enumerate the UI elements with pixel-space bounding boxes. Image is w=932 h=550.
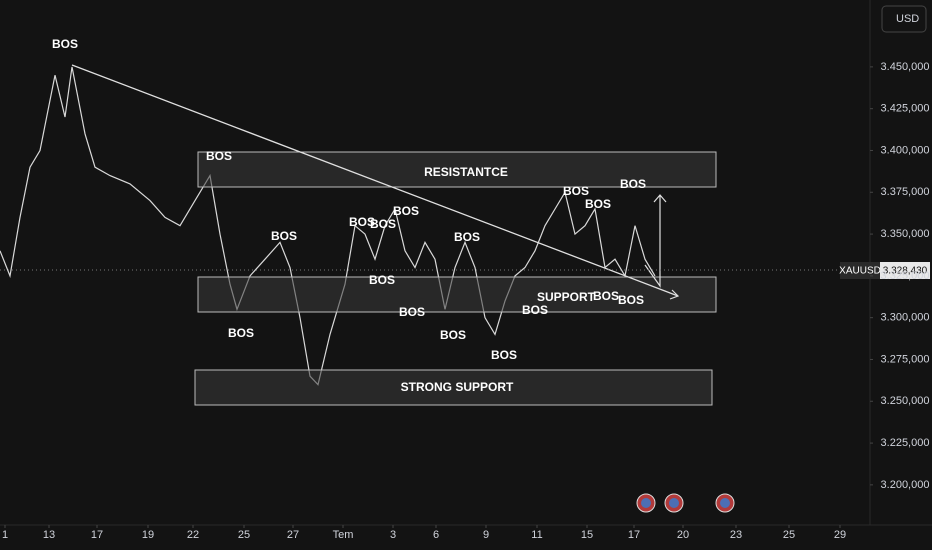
x-tick-label: 29 [834,529,846,541]
annotation: BOS [370,217,396,231]
y-tick-label: 3.200,000 [881,479,930,491]
annotation: RESISTANTCE [424,165,508,179]
y-tick-label: 3.400,000 [881,144,930,156]
x-tick-label: Tem [333,529,354,541]
annotation: BOS [228,326,254,340]
y-tick-label: 3.450,000 [881,61,930,73]
y-tick-label: 3.375,000 [881,186,930,198]
x-tick-label: 15 [581,529,593,541]
x-tick-label: 20 [677,529,689,541]
y-tick-label: 3.350,000 [881,228,930,240]
x-tick-label: 17 [628,529,640,541]
projection-arrow [644,194,667,288]
annotation: BOS [399,305,425,319]
annotation: BOS [271,229,297,243]
annotation: BOS [393,204,419,218]
currency-label: USD [896,13,919,25]
event-icons [636,493,735,513]
resistance-zone [197,151,717,188]
annotation: BOS [454,230,480,244]
symbol-label: XAUUSD [839,266,881,277]
annotation: BOS [522,303,548,317]
x-tick-label: 19 [142,529,154,541]
x-tick-label: 27 [287,529,299,541]
symbol-badge [840,262,880,279]
support-zone [197,276,717,313]
x-tick-label: 25 [238,529,250,541]
y-tick-label: 3.325,000 [881,270,930,282]
x-tick-label: 17 [91,529,103,541]
annotation: BOS [491,348,517,362]
annotation: BOS [349,215,375,229]
annotation: BOS [52,37,78,51]
x-tick-label: 3 [390,529,396,541]
x-tick-label: 11 [531,529,542,541]
y-tick-label: 3.425,000 [881,103,930,115]
annotation: STRONG SUPPORT [401,380,514,394]
x-tick-label: 6 [433,529,439,541]
annotation: BOS [585,197,611,211]
trend-arrowhead [669,289,680,300]
annotation: BOS [369,273,395,287]
x-tick-label: 22 [187,529,199,541]
annotation: BOS [206,149,232,163]
x-tick-label: 1 [2,529,8,541]
y-tick-label: 3.300,000 [881,312,930,324]
annotation: BOS [593,289,619,303]
annotation: SUPPORT [537,290,596,304]
y-tick-label: 3.275,000 [881,353,930,365]
price-line [0,66,656,386]
annotation: BOS [620,177,646,191]
last-price-label: 3.328,430 [883,266,928,277]
y-tick-label: 3.250,000 [881,395,930,407]
x-tick-label: 13 [43,529,55,541]
annotation: BOS [618,293,644,307]
x-tick-label: 25 [783,529,795,541]
annotation: BOS [563,184,589,198]
y-tick-label: 3.225,000 [881,437,930,449]
strong-support-zone [194,369,713,406]
x-tick-label: 9 [483,529,489,541]
currency-button[interactable] [881,5,927,33]
last-price-badge [880,262,930,279]
annotation: BOS [440,328,466,342]
x-tick-label: 23 [730,529,742,541]
trendline [71,64,679,297]
